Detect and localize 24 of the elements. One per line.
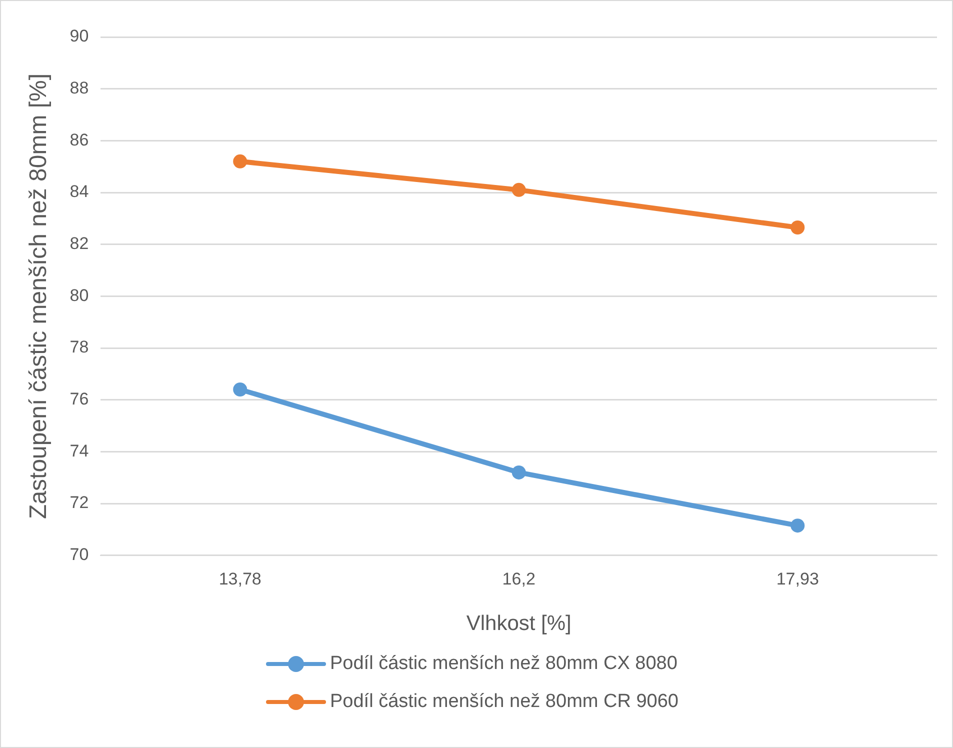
point xyxy=(790,220,805,235)
y-tick-label: 82 xyxy=(70,234,89,254)
x-tick-label: 16,2 xyxy=(502,569,536,588)
y-tick-label: 80 xyxy=(70,286,89,305)
y-tick-label: 88 xyxy=(70,78,89,98)
y-tick-label: 70 xyxy=(70,545,89,564)
legend-label: Podíl částic menších než 80mm CX 8080 xyxy=(330,653,678,675)
y-tick-label: 72 xyxy=(70,493,89,512)
point xyxy=(233,382,248,397)
x-axis-title: Vlhkost [%] xyxy=(466,612,572,636)
y-tick-label: 84 xyxy=(70,182,89,202)
x-tick-label: 17,93 xyxy=(776,569,819,588)
point xyxy=(790,518,805,533)
y-tick-label: 78 xyxy=(70,338,89,357)
y-tick-label: 74 xyxy=(70,441,89,460)
point xyxy=(512,182,526,197)
y-axis-title: Zastoupení částic menších než 80mm [%] xyxy=(25,73,52,519)
point xyxy=(512,465,526,480)
point xyxy=(233,154,248,168)
y-tick-label: 86 xyxy=(70,130,89,150)
y-tick-label: 76 xyxy=(70,390,89,409)
legend-label: Podíl částic menších než 80mm CR 9060 xyxy=(330,691,678,713)
x-tick-label: 13,78 xyxy=(218,569,262,588)
y-tick-label: 90 xyxy=(70,26,89,46)
